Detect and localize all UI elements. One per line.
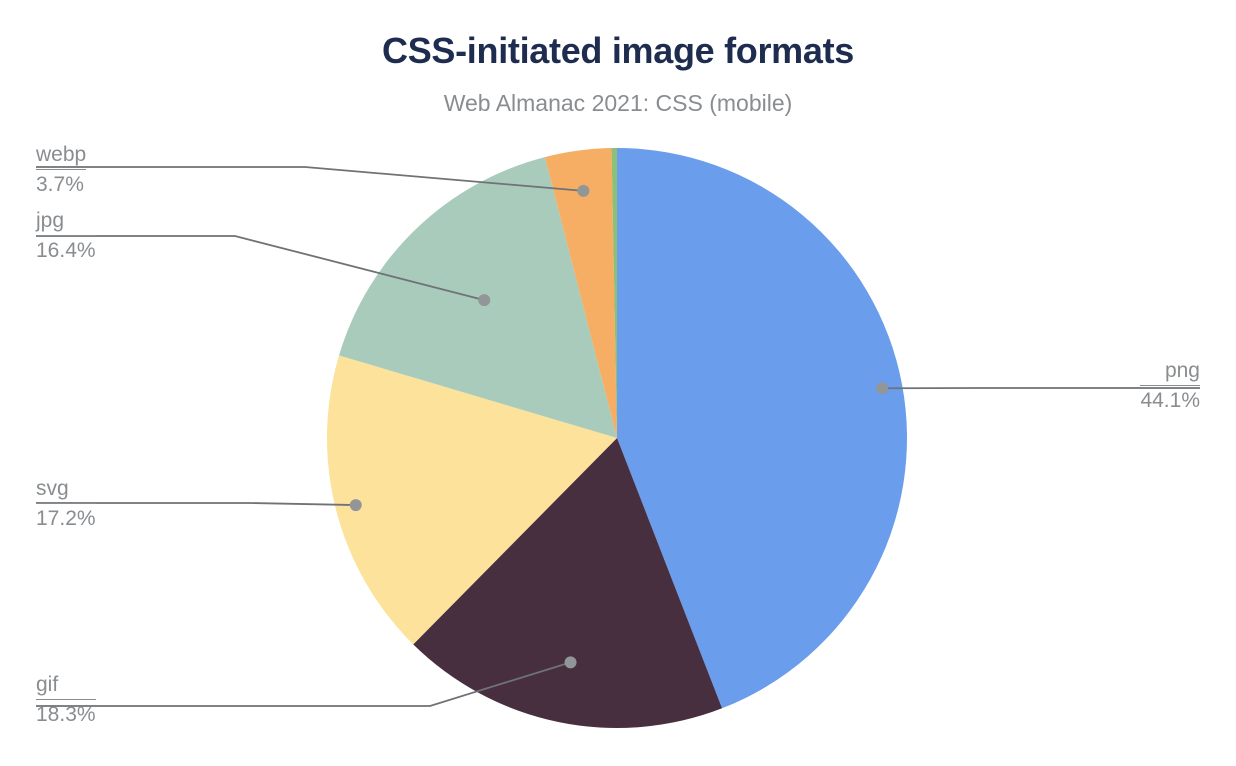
callout-gif[interactable]: gif 18.3% xyxy=(36,672,96,727)
callout-jpg[interactable]: jpg 16.4% xyxy=(36,208,96,263)
pie-slices xyxy=(326,147,907,729)
leader-line-gif xyxy=(36,661,571,707)
chart-title: CSS-initiated image formats xyxy=(382,30,854,71)
callout-svg-value: 17.2% xyxy=(36,506,96,530)
pie-slice-png[interactable] xyxy=(617,148,907,709)
leader-dot-svg xyxy=(349,499,362,512)
leader-line-webp xyxy=(36,166,584,192)
callout-webp-name: webp xyxy=(36,142,87,170)
pie-slice-svg[interactable] xyxy=(326,355,617,645)
callout-png[interactable]: png 44.1% xyxy=(1140,358,1200,413)
callout-gif-name: gif xyxy=(36,672,96,700)
callout-webp-value: 3.7% xyxy=(36,172,84,196)
callout-jpg-name: jpg xyxy=(36,208,96,236)
leader-dot-jpg xyxy=(478,294,491,307)
callout-png-value: 44.1% xyxy=(1140,388,1200,412)
callout-gif-value: 18.3% xyxy=(36,702,96,726)
chart-subtitle: Web Almanac 2021: CSS (mobile) xyxy=(443,90,793,116)
leader-dot-gif xyxy=(564,656,577,669)
leader-lines xyxy=(36,166,1200,707)
callout-jpg-value: 16.4% xyxy=(36,238,96,262)
pie-slice-webp[interactable] xyxy=(544,148,617,439)
leader-dot-webp xyxy=(577,184,590,197)
pie-slice-gif[interactable] xyxy=(413,438,723,729)
leader-dot-png xyxy=(876,382,889,395)
callout-png-name: png xyxy=(1140,358,1200,386)
callout-webp[interactable]: webp 3.7% xyxy=(36,142,87,197)
leader-line-jpg xyxy=(36,235,485,302)
callout-svg-name: svg xyxy=(36,476,96,504)
pie-slice-other[interactable] xyxy=(611,147,617,438)
leader-line-svg xyxy=(36,502,356,506)
pie-slice-jpg[interactable] xyxy=(339,157,617,439)
callout-svg[interactable]: svg 17.2% xyxy=(36,476,96,531)
